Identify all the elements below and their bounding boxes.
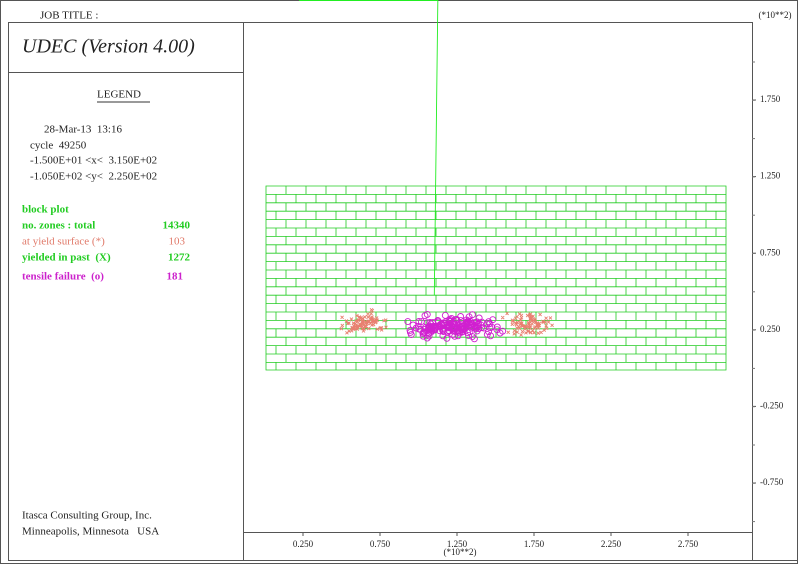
legend-item-label: yielded in past (X) <box>22 252 111 264</box>
y-tick-label: 0.250 <box>760 324 781 334</box>
block-mesh <box>265 185 727 371</box>
job-title: JOB TITLE : <box>40 10 98 22</box>
footer-location: Minneapolis, Minnesota USA <box>22 526 159 538</box>
x-tick-label: 2.250 <box>601 539 622 549</box>
legend-item-value: 181 <box>167 271 184 283</box>
legend-x-range: -1.500E+01 <x< 3.150E+02 <box>30 155 157 167</box>
x-tick-label: 2.750 <box>678 539 699 549</box>
legend-item-value: 14340 <box>163 220 191 232</box>
y-tick-label: 1.750 <box>760 94 781 104</box>
legend-item-value: 1272 <box>168 252 191 264</box>
model <box>265 0 727 371</box>
legend-item-label: tensile failure (o) <box>22 271 104 283</box>
x-unit: (*10**2) <box>444 547 477 557</box>
legend-y-range: -1.050E+02 <y< 2.250E+02 <box>30 171 157 183</box>
yield-past-markers <box>299 0 439 296</box>
x-tick-label: 1.250 <box>447 539 468 549</box>
y-tick-label: -0.250 <box>760 400 784 410</box>
yield-surface-markers <box>339 307 554 337</box>
legend-item-label: no. zones : total <box>22 220 95 232</box>
x-tick-label: 1.750 <box>524 539 545 549</box>
y-tick-label: -0.750 <box>760 477 784 487</box>
legend-cycle: cycle 49250 <box>30 140 87 152</box>
x-tick-label: 0.250 <box>293 539 314 549</box>
legend-item-label: at yield surface (*) <box>22 236 105 248</box>
legend-panel <box>8 22 244 561</box>
legend-title: LEGEND <box>97 89 141 101</box>
y-tick-label: 0.750 <box>760 247 781 257</box>
tensile-failure-markers <box>404 311 507 343</box>
legend-item-value: 103 <box>169 236 186 248</box>
y-unit: (*10**2) <box>759 10 792 20</box>
x-tick-label: 0.750 <box>370 539 391 549</box>
y-tick-label: 1.250 <box>760 171 781 181</box>
footer-company: Itasca Consulting Group, Inc. <box>22 510 152 522</box>
legend-item-label: block plot <box>22 204 69 216</box>
program-title: UDEC (Version 4.00) <box>22 36 195 58</box>
plot-area <box>243 22 753 533</box>
legend-date: 28-Mar-13 13:16 <box>44 124 122 136</box>
